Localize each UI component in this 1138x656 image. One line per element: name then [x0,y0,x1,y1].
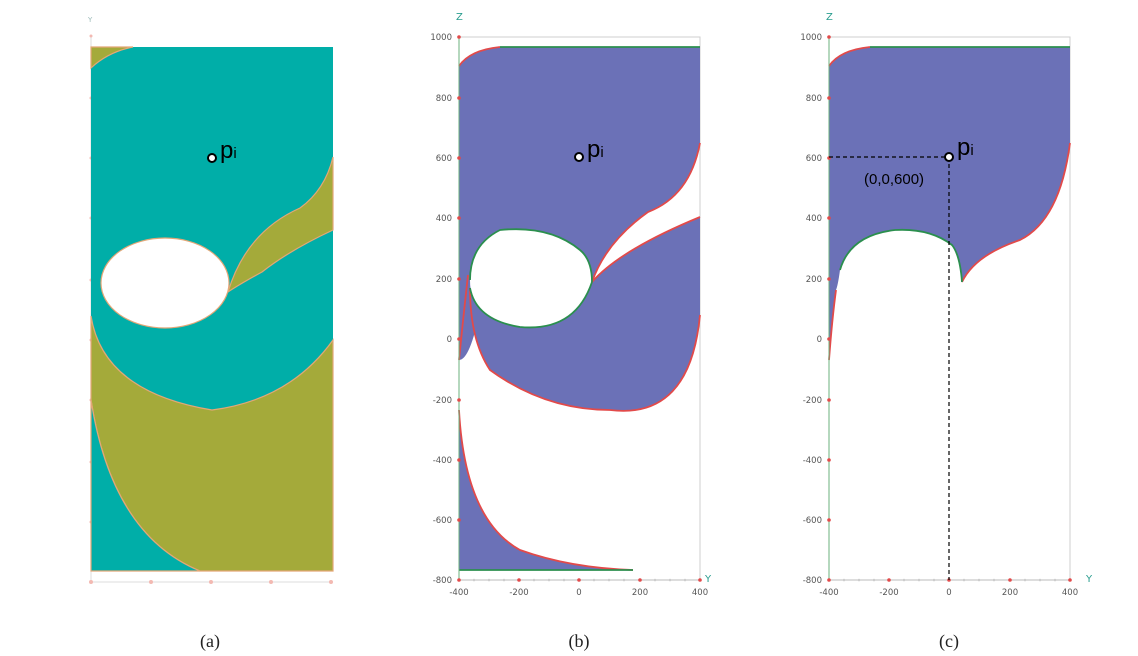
panel-c-point-marker [944,152,954,162]
panel-c-z-tick: 0 [817,335,822,345]
panel-a-hole [100,237,230,329]
panel-b-z-tick: 0 [447,335,452,345]
panel-c-coordinate-label: (0,0,600) [864,171,924,188]
panel-c-tick-marks [827,35,1072,582]
panel-b-y-tick: 400 [692,588,708,598]
panel-b-y-tick: -400 [449,588,468,598]
panel-b: Z Y 1000 800 600 400 200 0 -200 -400 -60… [430,12,712,598]
panel-c-z-tick: -200 [803,396,822,406]
panel-c-y-tick: -200 [879,588,898,598]
caption-a: (a) [200,631,220,652]
panel-c-z-tick: 800 [806,94,822,104]
panel-c-point-label: pi [957,134,974,161]
panel-b-z-tick-marks [457,35,702,582]
panel-a-point-letter: p [220,137,233,164]
panel-c-dashed-guides [829,156,950,580]
panel-b-y-tick-labels: -400 -200 0 200 400 [449,588,708,598]
panel-b-y-axis-label: Y [704,574,712,585]
panel-b-blue-lower-region [459,410,633,570]
panel-b-z-tick: -800 [433,576,452,586]
panel-a-olive-top-corner [90,46,134,70]
panel-a-point-marker [207,153,217,163]
panel-b-z-tick: 800 [436,94,452,104]
panel-b-point-marker [574,152,584,162]
panel-b-y-tick: 200 [632,588,648,598]
panel-c-z-tick-labels: 1000 800 600 400 200 0 -200 -400 -600 -8… [800,33,822,586]
panel-c-red-edges [828,46,1071,361]
panel-b-y-tick: -200 [509,588,528,598]
panel-c-z-tick: 1000 [800,33,822,43]
panel-c-y-tick-labels: -400 -200 0 200 400 [819,588,1078,598]
panel-c-z-tick: 600 [806,154,822,164]
panel-c-y-tick: -400 [819,588,838,598]
panel-b-axis-dots [472,578,687,582]
panel-c-blue-region [829,47,1070,360]
caption-c: (c) [939,631,959,652]
panel-c-green-edges [828,37,1070,580]
panel-b-z-tick: 400 [436,214,452,224]
panel-c-y-tick: 200 [1002,588,1018,598]
panel-b-z-tick: -400 [433,456,452,466]
panel-a-point-label: pi [220,137,237,164]
panel-c-z-tick: -400 [803,456,822,466]
panel-b-blue-upper-region [459,47,700,360]
panel-c-point-subscript: i [970,142,973,159]
panel-b-z-tick: -200 [433,396,452,406]
panel-b-blue-middle-lobe [470,217,700,411]
panel-c-z-tick: -600 [803,516,822,526]
panel-b-point-letter: p [587,136,600,163]
panel-b-z-tick: 200 [436,275,452,285]
panel-c-z-tick: -800 [803,576,822,586]
panel-b-point-label: pi [587,136,604,163]
caption-b: (b) [569,631,590,652]
panel-c-z-tick: 400 [806,214,822,224]
panel-b-z-tick: 1000 [430,33,452,43]
panel-c-y-axis-label: Y [1085,574,1093,585]
panel-b-z-tick-labels: 1000 800 600 400 200 0 -200 -400 -600 -8… [430,33,452,586]
panel-b-z-tick: -600 [433,516,452,526]
panel-c: Z Y 1000 800 600 400 200 0 -200 -400 -60… [800,12,1093,598]
panel-b-z-tick: 600 [436,154,452,164]
panel-c-y-tick: 400 [1062,588,1078,598]
panel-a-teal-bottom-wedge [90,399,201,572]
panel-c-z-axis-label: Z [826,12,833,23]
panel-b-y-tick: 0 [576,588,581,598]
panel-a-axis-letter: Y [87,16,93,24]
panel-c-point-letter: p [957,134,970,161]
panel-c-y-tick: 0 [946,588,951,598]
panel-b-green-edges [458,37,700,580]
panel-c-axis-dots [842,578,1057,582]
panel-b-point-subscript: i [600,144,603,161]
panel-a: Y [87,16,334,584]
panel-a-point-subscript: i [233,145,236,162]
panel-b-z-axis-label: Z [456,12,463,23]
panel-b-red-edges [458,46,701,571]
panel-c-z-tick: 200 [806,275,822,285]
